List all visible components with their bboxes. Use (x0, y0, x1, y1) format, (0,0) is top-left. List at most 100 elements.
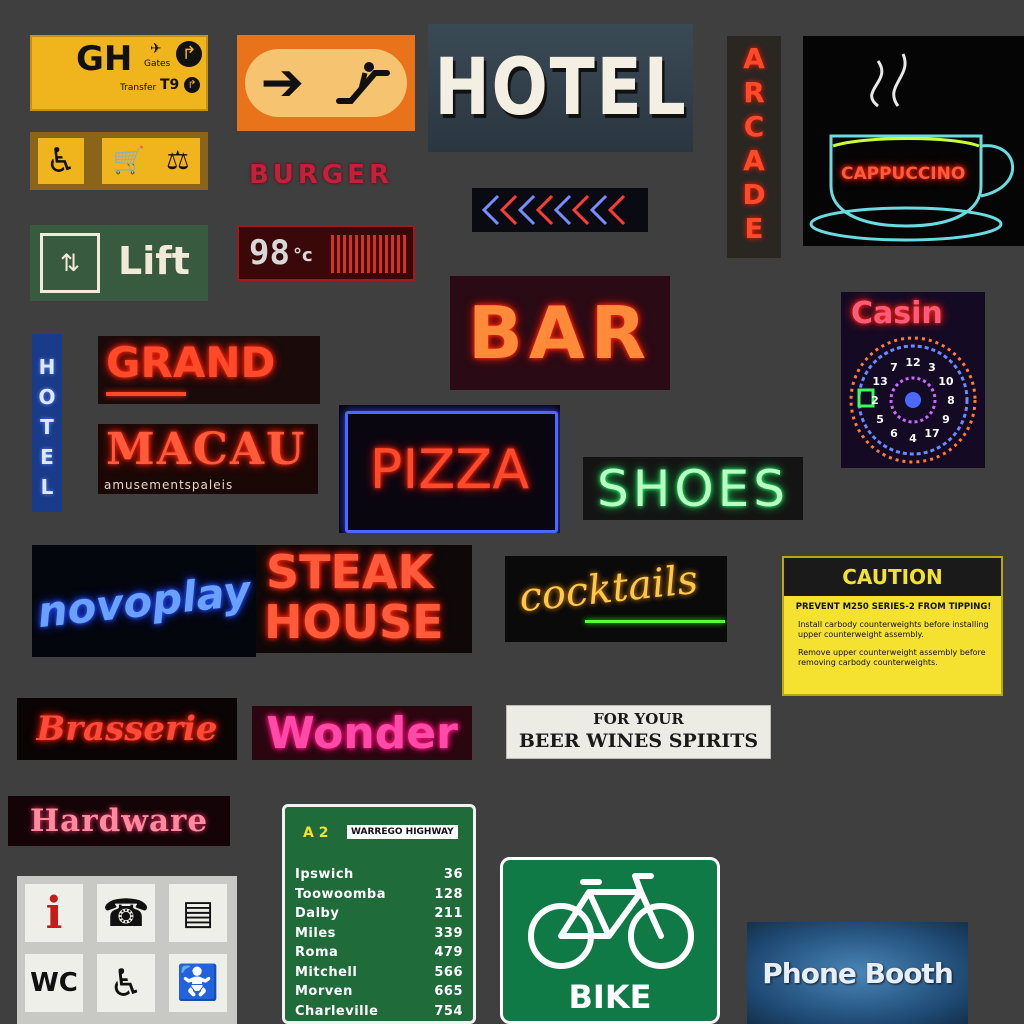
luggage-cart-icon: 🛒 (112, 146, 145, 176)
sign-letter: A (743, 42, 765, 75)
destination-distance: 339 (434, 925, 463, 941)
sign-letter: E (40, 445, 54, 469)
destination-row: Dalby 211 (295, 906, 463, 926)
cocktails-sign: cocktails (505, 556, 727, 642)
steak-house-sign: STEAK HOUSE (256, 545, 472, 653)
destination-row: Miles 339 (295, 926, 463, 946)
house-text: HOUSE (264, 595, 444, 649)
wheel-number: 10 (938, 375, 954, 388)
brasserie-sign: Brasserie (17, 698, 237, 760)
bar-text: BAR (467, 291, 653, 375)
wheel-number: 2 (871, 394, 879, 407)
chevrons-icon (481, 194, 626, 226)
temperature-value: 98 (249, 233, 290, 273)
temperature-display: 98 °c (237, 225, 415, 281)
transfer-label: Transfer (120, 83, 157, 93)
destination-distance: 754 (434, 1003, 463, 1019)
accessibility-icons-sign: ♿ 🛒 ⚖ (30, 132, 208, 190)
hotel-text: HOTEL (433, 43, 688, 133)
sign-letter: C (743, 110, 765, 143)
escalator-icon (336, 62, 391, 104)
casino-sign: Casin 12 3 10 8 9 17 4 6 5 2 13 7 (841, 292, 985, 468)
right-arrow-icon: ➔ (260, 53, 305, 113)
cappuccino-text: CAPPUCCINO (841, 164, 966, 184)
phone-booth-text: Phone Booth (762, 956, 953, 990)
telephone-icon: ☎ (97, 884, 155, 942)
plane-icon: ✈ (150, 41, 162, 57)
spirits-sign: FOR YOUR BEER WINES SPIRITS (506, 705, 771, 759)
wheel-number: 9 (942, 413, 950, 426)
wheel-number: 8 (947, 394, 955, 407)
phone-booth-sign: Phone Booth (747, 922, 968, 1024)
destination-place: Morven (295, 984, 353, 999)
macau-sign: MACAU amusementspaleis (98, 424, 318, 494)
caution-line2: Remove upper counterweight assembly befo… (798, 648, 986, 667)
hotel-sign: HOTEL (428, 24, 693, 152)
pizza-text: PIZZA (369, 437, 530, 501)
macau-subtitle: amusementspaleis (104, 478, 234, 492)
gate-code: GH (76, 39, 133, 79)
destination-place: Miles (295, 925, 336, 941)
hardware-sign: Hardware (8, 796, 230, 846)
bike-route-sign: BIKE ROUTE (500, 857, 720, 1024)
novoplay-sign: novoplay (32, 545, 256, 657)
escalator-sign: ➔ (237, 35, 415, 131)
caution-headline: PREVENT M250 SERIES-2 FROM TIPPING! (795, 602, 992, 612)
destination-list: Ipswich 36 Toowoomba 128 Dalby 211 Miles 339 Rom… (295, 867, 463, 1021)
route-number: A 2 (303, 825, 329, 841)
destination-distance: 665 (434, 984, 463, 999)
steak-text: STEAK (266, 545, 434, 599)
wonder-sign: Wonder (252, 706, 472, 760)
chevron-sign (472, 188, 648, 232)
info-icon: i (45, 887, 63, 939)
destination-place: Mitchell (295, 964, 358, 980)
sign-letter: L (40, 475, 54, 499)
destination-distance: 211 (434, 906, 463, 921)
luggage-icons: 🛒 ⚖ (102, 138, 200, 184)
sign-letter: D (742, 178, 766, 211)
destination-place: Ipswich (295, 867, 354, 882)
spirits-line1: FOR YOUR (593, 710, 684, 728)
destination-place: Dalby (295, 906, 340, 921)
roulette-wheel-icon: 12 310 8 917 465 2 137 (849, 336, 977, 464)
bar-sign: BAR (450, 276, 670, 390)
sign-letter: O (38, 385, 56, 409)
wheel-number: 13 (872, 375, 887, 388)
turn-arrow-icon: ↱ (176, 41, 202, 67)
wheel-number: 12 (905, 356, 920, 369)
wheel-number: 6 (890, 427, 898, 440)
caution-sign: CAUTION PREVENT M250 SERIES-2 FROM TIPPI… (782, 556, 1003, 696)
terminal-label: T9 (160, 77, 180, 93)
grand-underline (106, 392, 186, 396)
sign-letter: R (743, 76, 765, 109)
coffee-cup-icon (809, 53, 1014, 242)
bicycle-icon (528, 873, 694, 969)
destination-distance: 36 (443, 867, 463, 882)
caution-title: CAUTION (842, 565, 943, 589)
bike-route-text: BIKE ROUTE (549, 978, 671, 1021)
highway-sign: A 2 WARREGO HIGHWAY Ipswich 36 Toowoomba 12… (282, 804, 476, 1024)
wonder-text: Wonder (266, 707, 458, 759)
destination-row: Morven 665 (295, 984, 463, 1004)
menu-card-icon: ▤ (169, 884, 227, 942)
wheel-number: 3 (928, 361, 936, 374)
sign-letter: E (744, 212, 764, 245)
sign-letter: H (38, 355, 56, 379)
baby-change-icon: 🚼 (169, 954, 227, 1012)
grand-sign: GRAND (98, 336, 320, 404)
wc-icon: WC (30, 968, 78, 998)
wheelchair-icon: ♿ (38, 138, 84, 184)
destination-distance: 566 (434, 964, 463, 980)
destination-row: Ipswich 36 (295, 867, 463, 887)
elevator-icon: ⇅ (40, 233, 100, 293)
caution-line1: Install carbody counterweights before in… (798, 620, 989, 639)
sign-letter: A (743, 144, 765, 177)
grand-text: GRAND (106, 338, 276, 387)
weight-bag-icon: ⚖ (166, 146, 190, 176)
novoplay-text: novoplay (35, 565, 253, 637)
hardware-text: Hardware (29, 803, 209, 839)
spirits-line2: BEER WINES SPIRITS (518, 730, 759, 752)
